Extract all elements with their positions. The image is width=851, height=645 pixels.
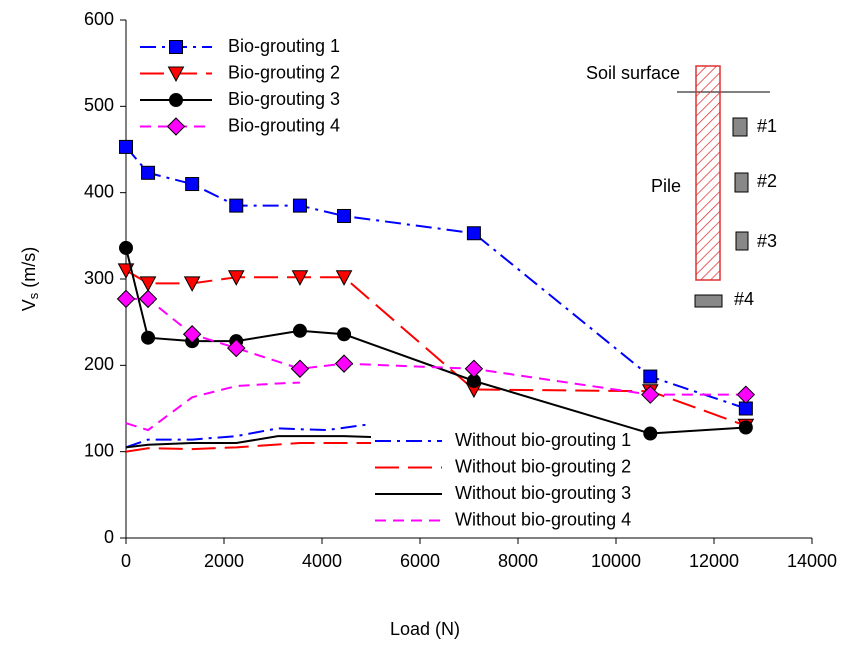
marker	[643, 426, 658, 441]
series-line	[125, 247, 746, 435]
legend-entry: Without bio-grouting 1	[375, 430, 631, 450]
legend-entry: Bio-grouting 4	[140, 115, 340, 136]
inset-diagram: Soil surface Pile #1 #2 #3 #4	[586, 63, 777, 309]
legend-entry: Without bio-grouting 3	[375, 483, 631, 503]
y-tick-label: 400	[84, 181, 114, 201]
x-tick-label: 2000	[204, 551, 244, 571]
marker	[466, 226, 481, 241]
y-tick-label: 100	[84, 440, 114, 460]
legend-entry: Without bio-grouting 2	[375, 456, 631, 476]
marker	[141, 330, 156, 345]
marker	[119, 240, 133, 255]
series-line	[125, 423, 372, 449]
y-tick-label: 200	[84, 354, 114, 374]
marker	[736, 385, 756, 404]
marker	[116, 289, 136, 309]
series	[125, 423, 372, 449]
marker	[291, 270, 309, 286]
x-tick-label: 14000	[787, 551, 837, 571]
legend-marker	[169, 93, 183, 107]
legend-label: Without bio-grouting 3	[455, 483, 631, 503]
marker	[337, 327, 352, 342]
series-line	[125, 381, 300, 432]
marker	[141, 165, 156, 180]
series	[119, 240, 753, 441]
marker	[183, 276, 201, 292]
legend-label: Bio-grouting 3	[228, 89, 340, 109]
marker	[464, 359, 484, 378]
annotation: #1	[757, 116, 777, 136]
legend-label: Bio-grouting 2	[228, 62, 340, 82]
series-line	[126, 297, 746, 396]
annotation: Pile	[651, 176, 681, 196]
legend-label: Without bio-grouting 4	[455, 509, 631, 529]
annotation: #4	[734, 289, 754, 309]
x-tick-label: 8000	[498, 551, 538, 571]
series-line	[125, 442, 371, 453]
annotation: #2	[757, 171, 777, 191]
x-tick-label: 0	[121, 551, 131, 571]
y-tick-label: 500	[84, 95, 114, 115]
marker	[227, 270, 245, 286]
marker	[335, 270, 353, 286]
pile	[695, 65, 721, 281]
legend-marker	[166, 117, 186, 136]
marker	[643, 369, 658, 384]
marker	[139, 276, 157, 292]
marker	[227, 338, 246, 358]
legend-marker	[169, 40, 183, 54]
sensor	[734, 172, 749, 193]
y-tick-label: 600	[84, 9, 114, 29]
x-tick-label: 12000	[689, 551, 739, 571]
series-line	[125, 269, 747, 427]
series	[116, 289, 756, 404]
marker	[334, 354, 354, 373]
legend-label: Bio-grouting 1	[228, 36, 340, 56]
marker	[119, 139, 133, 154]
legend-marker	[167, 66, 185, 83]
legend-entry: Bio-grouting 3	[140, 89, 340, 109]
annotation: #3	[757, 231, 777, 251]
legend-entry: Bio-grouting 1	[140, 36, 340, 56]
marker	[337, 208, 352, 223]
sensor	[735, 231, 749, 251]
x-tick-label: 4000	[302, 551, 342, 571]
sensor	[694, 294, 723, 308]
x-tick-label: 6000	[400, 551, 440, 571]
marker	[290, 359, 310, 378]
y-axis-label: Vs (m/s)	[19, 247, 42, 312]
series	[119, 139, 753, 416]
series	[125, 442, 371, 453]
annotation: Soil surface	[586, 63, 680, 83]
marker	[292, 323, 307, 338]
series	[117, 263, 755, 435]
marker	[738, 401, 753, 416]
marker	[738, 420, 753, 435]
legend-entry: Without bio-grouting 4	[375, 509, 631, 529]
legend-label: Without bio-grouting 2	[455, 456, 631, 476]
marker	[185, 177, 200, 192]
marker	[229, 198, 244, 213]
legend-label: Without bio-grouting 1	[455, 430, 631, 450]
series-line	[125, 435, 372, 449]
sensor	[732, 117, 748, 137]
legend-label: Bio-grouting 4	[228, 115, 340, 135]
legend-entry: Bio-grouting 2	[140, 62, 340, 82]
series	[125, 381, 300, 432]
series	[125, 435, 372, 449]
marker	[641, 385, 660, 404]
marker	[138, 289, 158, 309]
marker	[292, 198, 307, 213]
marker	[182, 325, 202, 344]
y-tick-label: 0	[104, 527, 114, 547]
x-tick-label: 10000	[591, 551, 641, 571]
y-tick-label: 300	[84, 268, 114, 288]
x-axis-label: Load (N)	[390, 619, 460, 639]
